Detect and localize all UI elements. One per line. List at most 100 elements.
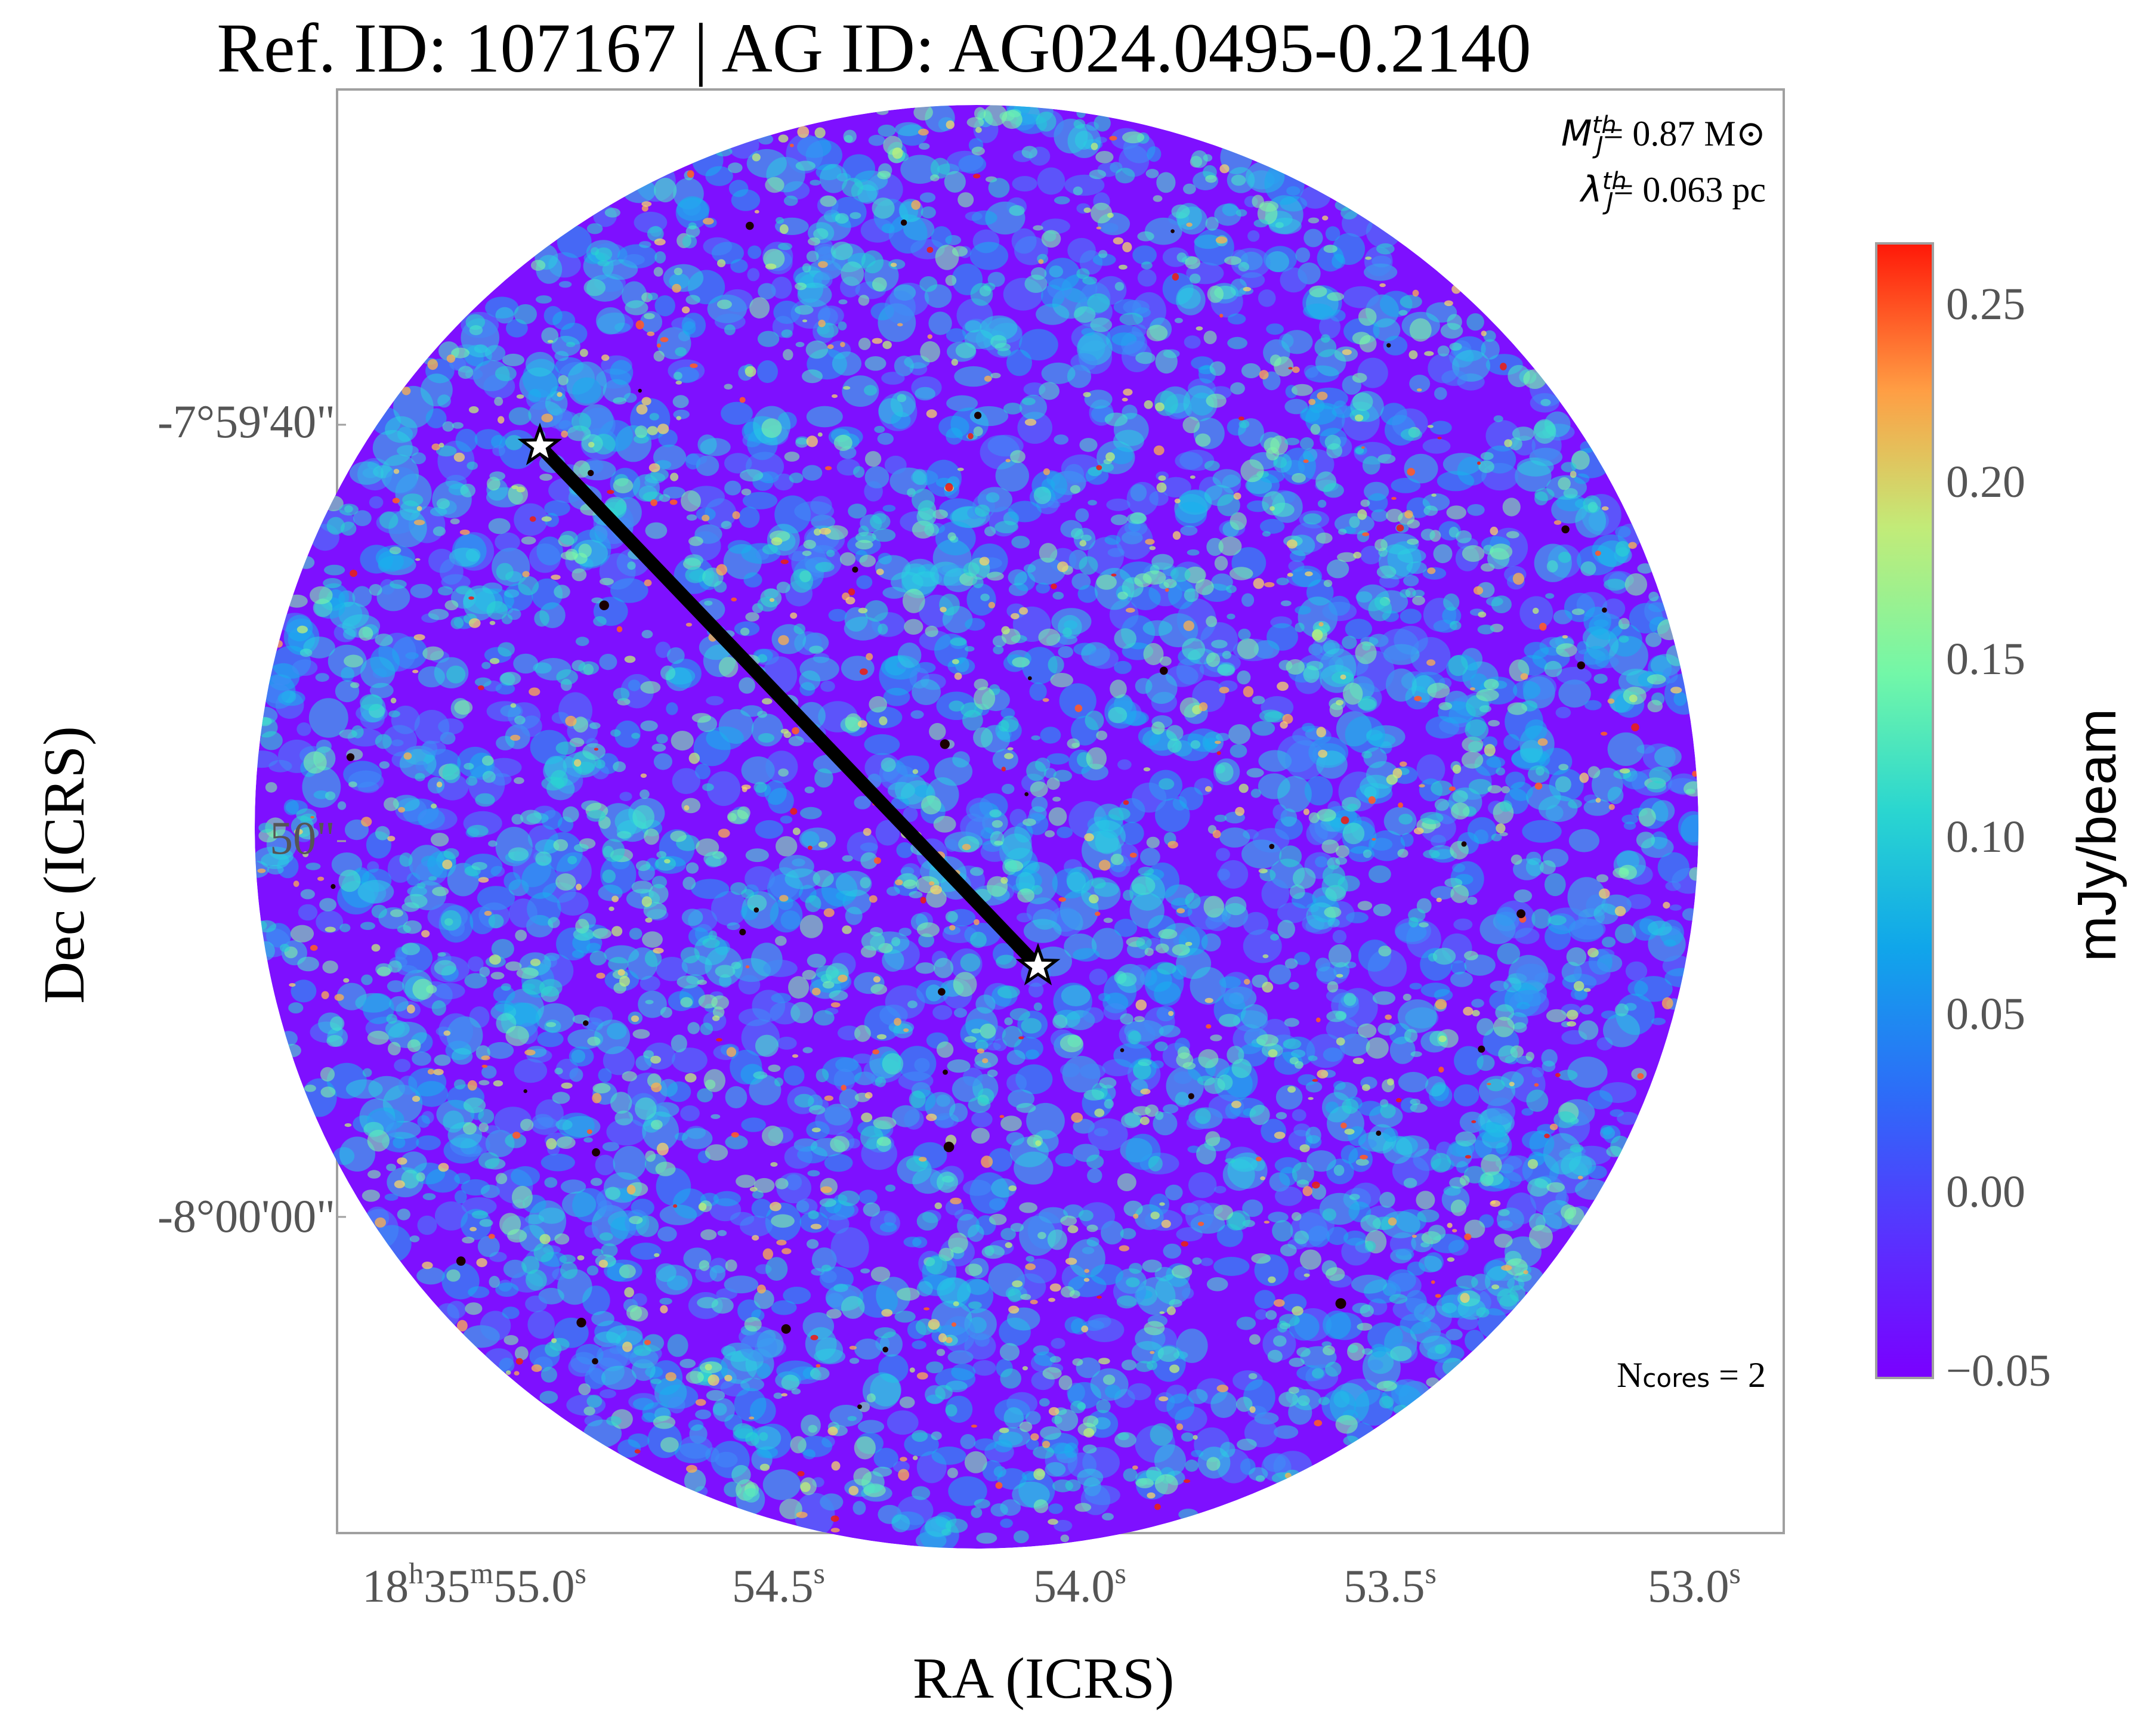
emission-blob	[1136, 936, 1152, 950]
emission-blob	[1151, 721, 1165, 735]
emission-blob	[1255, 1309, 1268, 1320]
emission-blob	[1074, 1503, 1092, 1512]
emission-blob	[672, 1188, 708, 1219]
emission-blob	[1654, 746, 1682, 767]
emission-blob	[1016, 1103, 1036, 1113]
emission-blob	[952, 246, 968, 257]
emission-blob	[1584, 700, 1602, 710]
emission-blob	[409, 1235, 420, 1243]
emission-blob	[1309, 387, 1348, 410]
emission-blob	[1268, 964, 1292, 985]
emission-blob	[832, 351, 861, 376]
emission-blob	[1368, 796, 1376, 804]
emission-blob	[969, 242, 1009, 270]
emission-blob	[1471, 999, 1484, 1008]
emission-blob	[840, 342, 845, 347]
emission-blob	[920, 897, 926, 904]
emission-blob	[1353, 552, 1361, 559]
emission-blob	[1238, 419, 1250, 428]
emission-blob	[833, 434, 852, 452]
emission-blob	[583, 1137, 593, 1143]
emission-blob	[1214, 1186, 1227, 1194]
emission-blob	[936, 1349, 946, 1356]
emission-blob	[321, 991, 329, 999]
emission-blob	[255, 860, 270, 878]
emission-blob	[878, 623, 888, 635]
emission-blob	[1367, 1322, 1403, 1352]
emission-blob	[855, 540, 873, 550]
emission-blob	[1332, 929, 1347, 944]
emission-blob	[1321, 839, 1339, 854]
emission-blob	[467, 461, 478, 470]
emission-blob	[1107, 212, 1114, 218]
emission-blob	[870, 1373, 901, 1407]
emission-blob	[350, 570, 357, 577]
emission-blob	[1123, 388, 1133, 396]
emission-blob	[1115, 168, 1135, 184]
emission-blob	[1525, 719, 1547, 741]
emission-blob	[1206, 652, 1221, 668]
emission-blob	[887, 1410, 919, 1435]
emission-blob	[1138, 1059, 1152, 1067]
emission-blob	[601, 354, 610, 361]
emission-blob	[1325, 1361, 1342, 1377]
emission-blob	[1120, 1013, 1133, 1025]
emission-blob	[540, 1153, 575, 1172]
emission-blob	[819, 163, 848, 193]
emission-blob	[1062, 627, 1072, 638]
emission-blob	[1618, 635, 1629, 643]
emission-blob	[1391, 497, 1397, 500]
emission-blob	[1601, 1011, 1617, 1019]
emission-blob	[1021, 647, 1058, 684]
emission-blob	[535, 1099, 564, 1128]
emission-blob	[1146, 1466, 1162, 1481]
emission-blob	[755, 820, 783, 839]
emission-blob	[949, 1103, 968, 1122]
emission-blob	[1132, 782, 1167, 813]
emission-blob	[631, 733, 640, 739]
emission-blob	[586, 809, 606, 822]
emission-blob	[1662, 667, 1678, 684]
emission-blob	[400, 1151, 427, 1174]
emission-blob	[617, 1439, 641, 1458]
emission-blob	[1477, 1055, 1495, 1071]
emission-blob	[389, 546, 401, 555]
emission-blob	[1105, 1385, 1121, 1399]
emission-blob	[1264, 582, 1275, 588]
emission-blob	[626, 1185, 636, 1195]
emission-blob	[464, 762, 474, 770]
emission-blob	[1159, 778, 1175, 790]
emission-blob	[739, 506, 760, 528]
emission-blob	[1360, 1215, 1381, 1232]
emission-blob	[1448, 655, 1468, 676]
emission-blob	[909, 1367, 915, 1373]
emission-blob	[1398, 814, 1413, 825]
emission-blob	[708, 1374, 719, 1386]
emission-blob	[802, 319, 808, 323]
emission-blob	[1317, 499, 1327, 508]
emission-blob	[882, 949, 904, 972]
emission-blob	[930, 885, 942, 895]
emission-blob	[1229, 567, 1253, 580]
emission-blob	[599, 1232, 613, 1241]
emission-blob	[1217, 664, 1235, 676]
emission-blob	[597, 260, 610, 267]
emission-blob	[1019, 1202, 1037, 1213]
emission-blob	[1308, 1097, 1314, 1100]
emission-blob	[1360, 1154, 1368, 1160]
emission-blob	[808, 237, 820, 246]
emission-blob	[1018, 1036, 1024, 1040]
emission-blob	[613, 478, 634, 493]
emission-blob	[783, 349, 793, 361]
emission-blob	[1176, 1328, 1208, 1363]
emission-blob	[655, 1161, 676, 1176]
emission-blob	[1166, 1393, 1195, 1421]
emission-blob	[1176, 252, 1187, 262]
emission-blob	[859, 554, 876, 567]
emission-blob	[672, 395, 689, 409]
emission-blob	[486, 601, 508, 620]
emission-blob	[1216, 751, 1221, 755]
emission-blob	[1360, 545, 1382, 565]
emission-blob	[1163, 1104, 1179, 1114]
emission-blob	[1123, 1468, 1138, 1482]
